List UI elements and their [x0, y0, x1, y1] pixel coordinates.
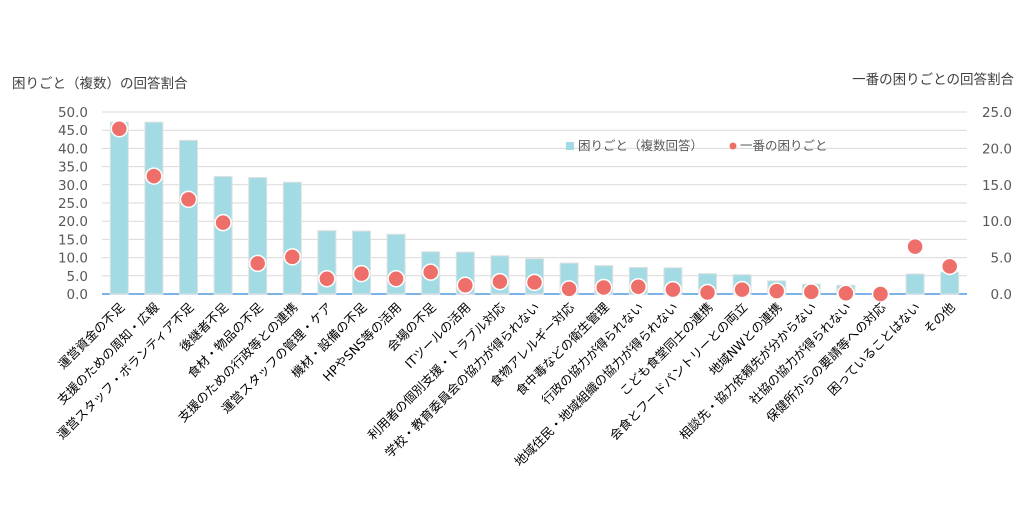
right-tick-label: 25.0	[982, 105, 1012, 121]
bar	[940, 271, 960, 295]
left-axis-title: 困りごと（複数）の回答割合	[12, 75, 188, 92]
left-tick-label: 45.0	[58, 123, 88, 139]
left-tick-label: 15.0	[58, 232, 88, 248]
dot	[871, 285, 890, 303]
left-tick-label: 30.0	[58, 178, 88, 194]
right-axis-title: 一番の困りごとの回答割合	[852, 71, 1014, 88]
legend: 困りごと（複数回答） 一番の困りごと	[566, 138, 828, 153]
dot	[283, 248, 302, 266]
bar	[282, 181, 302, 295]
legend-dot-label: 一番の困りごと	[740, 138, 828, 153]
dot	[767, 282, 786, 300]
bar	[109, 121, 129, 295]
dot	[698, 283, 717, 302]
right-tick-label: 10.0	[982, 214, 1012, 230]
dot	[594, 278, 613, 297]
dot	[940, 257, 959, 276]
bar	[905, 273, 925, 295]
dot	[214, 213, 232, 232]
bar	[248, 177, 268, 295]
dot	[110, 119, 129, 138]
left-tick-label: 5.0	[67, 269, 88, 285]
bar	[144, 121, 164, 295]
left-tick-label: 40.0	[58, 141, 88, 157]
right-tick-label: 5.0	[991, 251, 1012, 267]
left-tick-label: 20.0	[58, 214, 88, 230]
bar	[179, 139, 198, 295]
dot	[248, 254, 267, 273]
category-label: その他	[921, 299, 958, 336]
left-tick-label: 10.0	[58, 251, 88, 267]
legend-bar-label: 困りごと（複数回答）	[578, 138, 703, 153]
dot	[179, 190, 198, 209]
dot	[525, 273, 544, 292]
dot	[491, 272, 509, 291]
legend-bar-swatch	[566, 142, 574, 150]
left-tick-label: 35.0	[58, 160, 88, 176]
bar	[213, 175, 233, 295]
dot	[318, 269, 336, 288]
dot	[421, 263, 440, 281]
dot	[456, 276, 475, 295]
right-tick-label: 15.0	[982, 178, 1012, 194]
bar	[352, 230, 371, 295]
dot	[837, 284, 855, 303]
dot	[560, 280, 578, 298]
dot	[802, 283, 821, 301]
dot	[387, 269, 405, 288]
legend-dot-swatch	[729, 142, 737, 150]
dot	[629, 277, 648, 296]
dot	[352, 264, 371, 283]
left-tick-label: 50.0	[58, 105, 88, 121]
dot	[664, 280, 682, 299]
right-tick-label: 0.0	[991, 287, 1012, 303]
right-tick-label: 20.0	[982, 141, 1012, 157]
dot	[145, 167, 163, 185]
left-tick-label: 0.0	[67, 287, 88, 303]
dot	[733, 280, 751, 299]
category-label: 運営スタッフ・ボランティア不足	[54, 299, 197, 442]
left-tick-label: 25.0	[58, 196, 88, 212]
dot	[906, 237, 924, 256]
